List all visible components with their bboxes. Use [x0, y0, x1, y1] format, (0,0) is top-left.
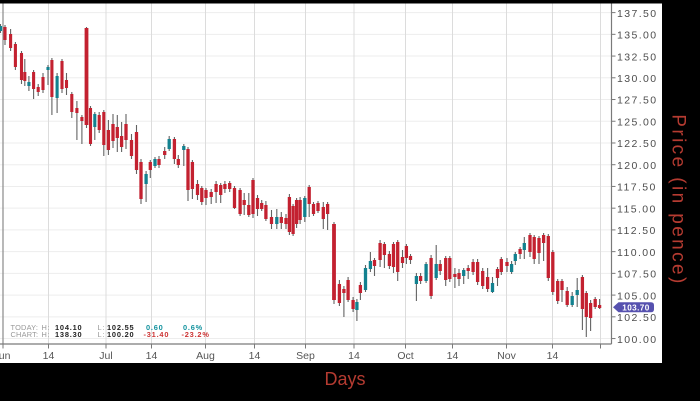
- svg-text:104.10: 104.10: [55, 323, 82, 332]
- svg-text:112.50: 112.50: [617, 225, 657, 237]
- svg-text:100.00: 100.00: [617, 334, 658, 346]
- svg-text:CHART:: CHART:: [11, 330, 39, 339]
- svg-text:107.50: 107.50: [617, 269, 658, 281]
- svg-text:Jun: Jun: [0, 350, 11, 362]
- svg-text:102.50: 102.50: [617, 312, 658, 324]
- svg-text:Price (in pence): Price (in pence): [668, 114, 689, 285]
- svg-text:-31.40: -31.40: [144, 330, 170, 339]
- svg-text:125.00: 125.00: [617, 116, 658, 128]
- svg-text:117.50: 117.50: [617, 182, 657, 194]
- svg-text:102.55: 102.55: [107, 323, 134, 332]
- svg-text:137.50: 137.50: [617, 8, 658, 20]
- svg-text:H:: H:: [42, 330, 51, 339]
- svg-text:L:: L:: [98, 330, 106, 339]
- svg-text:Jul: Jul: [99, 350, 112, 362]
- svg-text:Aug: Aug: [196, 350, 215, 362]
- svg-text:0.6%: 0.6%: [183, 323, 203, 332]
- svg-text:-23.2%: -23.2%: [182, 330, 210, 339]
- svg-text:127.50: 127.50: [617, 95, 658, 107]
- svg-text:Sep: Sep: [296, 350, 315, 362]
- svg-text:14: 14: [146, 350, 158, 362]
- svg-text:H:: H:: [42, 323, 51, 332]
- svg-text:110.00: 110.00: [617, 247, 657, 259]
- svg-text:135.00: 135.00: [617, 30, 658, 42]
- svg-text:Oct: Oct: [397, 350, 413, 362]
- svg-text:TODAY:: TODAY:: [11, 323, 39, 332]
- svg-text:132.50: 132.50: [617, 51, 658, 63]
- svg-text:14: 14: [348, 350, 360, 362]
- svg-text:0.60: 0.60: [146, 323, 164, 332]
- svg-text:103.70: 103.70: [622, 303, 649, 312]
- svg-text:115.00: 115.00: [617, 203, 657, 215]
- svg-text:14: 14: [43, 350, 55, 362]
- svg-text:105.00: 105.00: [617, 290, 658, 302]
- svg-text:Nov: Nov: [497, 350, 516, 362]
- svg-text:120.00: 120.00: [617, 160, 658, 172]
- svg-text:14: 14: [249, 350, 261, 362]
- svg-text:122.50: 122.50: [617, 138, 658, 150]
- svg-text:130.00: 130.00: [617, 73, 658, 85]
- svg-text:L:: L:: [98, 323, 106, 332]
- svg-text:14: 14: [447, 350, 459, 362]
- svg-text:14: 14: [547, 350, 559, 362]
- svg-text:138.30: 138.30: [55, 330, 82, 339]
- svg-text:Days: Days: [324, 369, 365, 389]
- svg-text:100.20: 100.20: [107, 330, 134, 339]
